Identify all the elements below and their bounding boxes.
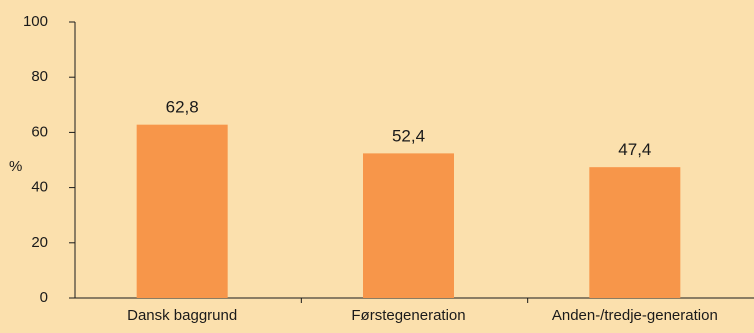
y-tick-label: 40 [31, 179, 48, 196]
bars [136, 124, 681, 298]
x-category-label: Anden-/tredje-generation [552, 307, 718, 324]
x-axis: Dansk baggrund Førstegeneration Anden-/tre… [75, 297, 754, 324]
bar [589, 167, 681, 298]
y-tick-label: 60 [31, 123, 48, 140]
x-category-label: Førstegeneration [351, 307, 465, 324]
y-axis: 0 20 40 60 80 100 [23, 13, 76, 306]
y-tick-label: 20 [31, 234, 48, 251]
y-tick-label: 80 [31, 68, 48, 85]
bar-value-label: 62,8 [166, 98, 199, 117]
y-tick-label: 0 [40, 289, 48, 306]
y-tick-label: 100 [23, 13, 48, 30]
bar-value-label: 47,4 [618, 140, 651, 159]
bar [363, 153, 454, 298]
bar-value-label: 52,4 [392, 126, 425, 145]
data-labels: 62,8 52,4 47,4 [166, 98, 652, 160]
y-axis-title: % [9, 158, 22, 175]
bar [136, 124, 228, 298]
x-category-label: Dansk baggrund [127, 307, 237, 324]
